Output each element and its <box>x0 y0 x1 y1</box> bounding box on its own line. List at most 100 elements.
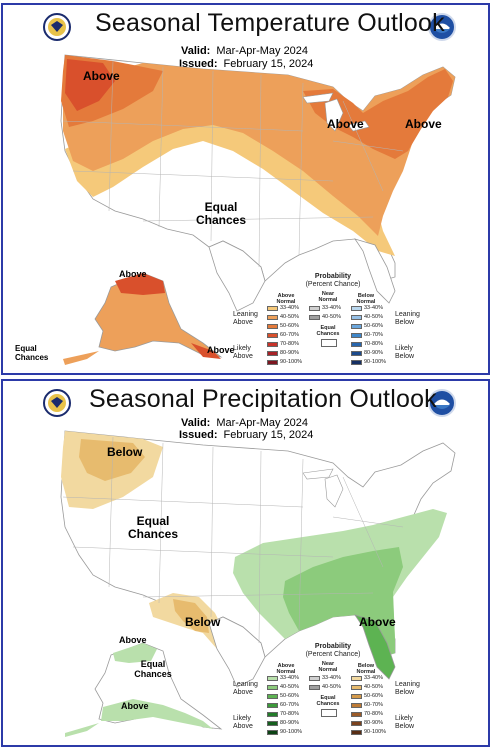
legend-range-label: 80-90% <box>280 720 299 726</box>
label-above-west: Above <box>83 69 120 83</box>
legend-range-label: 40-50% <box>364 314 383 320</box>
legend-swatch <box>351 305 362 311</box>
legend-equal-swatch <box>321 339 337 347</box>
legend-swatch <box>351 729 362 735</box>
legend-swatch <box>267 702 278 708</box>
legend-range-label: 50-60% <box>280 693 299 699</box>
legend-row: 90-100% <box>351 729 386 735</box>
legend-subtitle: (Percent Chance) <box>305 281 361 288</box>
legend-col-near: Near Normal <box>318 661 338 673</box>
legend-range-label: 90-100% <box>280 359 303 365</box>
legend-leaning-below: Leaning Below <box>395 311 420 326</box>
legend-swatch <box>351 720 362 726</box>
legend-swatch <box>267 323 278 329</box>
legend-range-label: 90-100% <box>364 729 387 735</box>
legend-equal-chances: Equal Chances <box>316 695 340 707</box>
issued-line: Issued: February 15, 2024 <box>179 58 313 70</box>
legend-range-label: 70-80% <box>280 711 299 717</box>
legend-row: 90-100% <box>351 359 386 365</box>
legend-range-label: 33-40% <box>280 675 299 681</box>
legend-row: 80-90% <box>267 720 299 726</box>
legend-swatch <box>351 675 362 681</box>
legend-row: 33-40% <box>309 305 341 311</box>
noaa-logo <box>428 13 456 41</box>
legend-swatch <box>351 359 362 365</box>
legend-row: 60-70% <box>351 702 383 708</box>
legend-swatch <box>309 305 320 311</box>
legend-row: 70-80% <box>351 711 383 717</box>
legend-row: 33-40% <box>351 305 383 311</box>
legend-range-label: 33-40% <box>322 675 341 681</box>
legend-row: 90-100% <box>267 729 302 735</box>
legend-range-label: 90-100% <box>364 359 387 365</box>
legend-row: 40-50% <box>351 684 383 690</box>
legend-swatch <box>351 350 362 356</box>
label-above-alaska: Above <box>119 635 147 645</box>
legend-swatch <box>351 693 362 699</box>
valid-line: Valid: Mar-Apr-May 2024 <box>181 417 308 429</box>
legend-row: 33-40% <box>267 305 299 311</box>
legend-row: 90-100% <box>267 359 302 365</box>
legend-row: 50-60% <box>267 693 299 699</box>
label-above-alaska-se: Above <box>207 345 235 355</box>
label-above-southeast: Above <box>359 615 396 629</box>
issued-value: February 15, 2024 <box>223 58 314 70</box>
legend-swatch <box>351 684 362 690</box>
valid-line: Valid: Mar-Apr-May 2024 <box>181 45 308 57</box>
label-equal-chances-alaska: Equal Chances <box>134 659 172 679</box>
legend-row: 40-50% <box>309 314 341 320</box>
page-title: Seasonal Temperature Outlook <box>95 9 445 37</box>
legend-swatch <box>267 729 278 735</box>
valid-value: Mar-Apr-May 2024 <box>216 417 309 429</box>
legend-swatch <box>309 684 320 690</box>
legend-leaning-below: Leaning Below <box>395 681 420 696</box>
doc-seal-logo <box>43 13 71 41</box>
legend-range-label: 70-80% <box>280 341 299 347</box>
legend-range-label: 70-80% <box>364 341 383 347</box>
label-above-alaska-south: Above <box>121 701 149 711</box>
legend-likely-above: Likely Above <box>233 715 253 730</box>
legend-col-near: Near Normal <box>318 291 338 303</box>
temperature-map <box>60 54 456 365</box>
page-title: Seasonal Precipitation Outlook <box>89 385 437 413</box>
legend-col-below: Below Normal <box>356 663 376 675</box>
legend-equal-swatch <box>321 709 337 717</box>
legend-range-label: 60-70% <box>280 332 299 338</box>
legend-swatch <box>267 350 278 356</box>
legend-range-label: 50-60% <box>364 693 383 699</box>
legend-row: 50-60% <box>351 323 383 329</box>
legend-range-label: 33-40% <box>364 305 383 311</box>
valid-label: Valid: <box>181 417 211 429</box>
legend-row: 33-40% <box>309 675 341 681</box>
legend-row: 60-70% <box>267 332 299 338</box>
legend-range-label: 90-100% <box>280 729 303 735</box>
legend-range-label: 60-70% <box>364 332 383 338</box>
legend-likely-above: Likely Above <box>233 345 253 360</box>
legend-range-label: 40-50% <box>280 314 299 320</box>
legend-row: 80-90% <box>351 350 383 356</box>
issued-label: Issued: <box>179 429 218 441</box>
legend-row: 40-50% <box>267 314 299 320</box>
legend-swatch <box>351 314 362 320</box>
label-above-michigan: Above <box>327 117 364 131</box>
legend-range-label: 70-80% <box>364 711 383 717</box>
temperature-outlook-panel: Seasonal Temperature Outlook Valid: Mar-A… <box>1 3 490 375</box>
legend-title: Probability <box>314 273 352 280</box>
legend-col-above: Above Normal <box>276 293 296 305</box>
legend-range-label: 80-90% <box>280 350 299 356</box>
noaa-logo <box>428 389 456 417</box>
valid-label: Valid: <box>181 45 211 57</box>
legend-swatch <box>267 693 278 699</box>
legend-swatch <box>351 332 362 338</box>
legend-swatch <box>267 711 278 717</box>
legend-likely-below: Likely Below <box>395 715 415 730</box>
precipitation-map <box>60 430 456 737</box>
legend-swatch <box>309 314 320 320</box>
precipitation-outlook-panel: Seasonal Precipitation Outlook Valid: Mar… <box>1 379 490 747</box>
legend-range-label: 33-40% <box>322 305 341 311</box>
legend-swatch <box>267 341 278 347</box>
legend-row: 40-50% <box>267 684 299 690</box>
label-equal-chances-center: Equal Chances <box>127 514 179 541</box>
legend-swatch <box>351 711 362 717</box>
legend-range-label: 50-60% <box>364 323 383 329</box>
